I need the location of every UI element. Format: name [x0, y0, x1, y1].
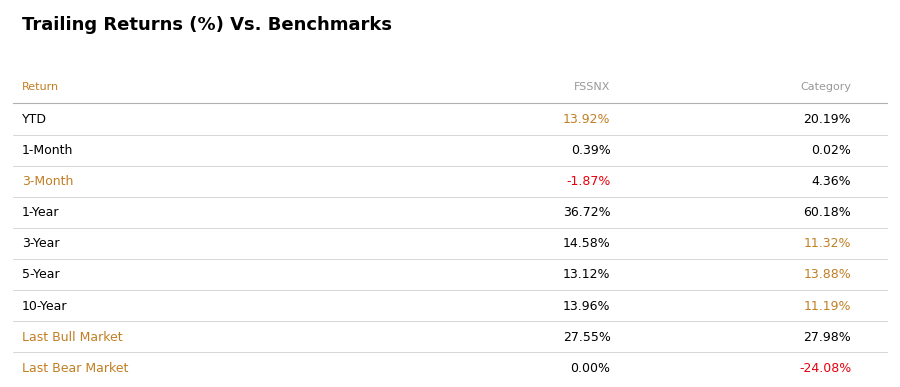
Text: 5-Year: 5-Year: [22, 269, 59, 281]
Text: 0.02%: 0.02%: [812, 144, 851, 157]
Text: 1-Year: 1-Year: [22, 206, 59, 219]
Text: 13.96%: 13.96%: [563, 300, 610, 312]
Text: 27.55%: 27.55%: [562, 330, 610, 344]
Text: Last Bull Market: Last Bull Market: [22, 330, 122, 344]
Text: YTD: YTD: [22, 113, 47, 126]
Text: Trailing Returns (%) Vs. Benchmarks: Trailing Returns (%) Vs. Benchmarks: [22, 15, 392, 34]
Text: FSSNX: FSSNX: [574, 82, 610, 92]
Text: Category: Category: [800, 82, 851, 92]
Text: 60.18%: 60.18%: [804, 206, 851, 219]
Text: 27.98%: 27.98%: [804, 330, 851, 344]
Text: -1.87%: -1.87%: [566, 175, 610, 188]
Text: 13.88%: 13.88%: [804, 269, 851, 281]
Text: 0.39%: 0.39%: [571, 144, 610, 157]
Text: 13.12%: 13.12%: [563, 269, 610, 281]
Text: 13.92%: 13.92%: [563, 113, 610, 126]
Text: 1-Month: 1-Month: [22, 144, 74, 157]
Text: 10-Year: 10-Year: [22, 300, 68, 312]
Text: 36.72%: 36.72%: [562, 206, 610, 219]
Text: Last Bear Market: Last Bear Market: [22, 361, 129, 375]
Text: 4.36%: 4.36%: [812, 175, 851, 188]
Text: 11.19%: 11.19%: [804, 300, 851, 312]
Text: 3-Month: 3-Month: [22, 175, 74, 188]
Text: 20.19%: 20.19%: [804, 113, 851, 126]
Text: Return: Return: [22, 82, 59, 92]
Text: -24.08%: -24.08%: [799, 361, 851, 375]
Text: 3-Year: 3-Year: [22, 237, 59, 250]
Text: 14.58%: 14.58%: [562, 237, 610, 250]
Text: 11.32%: 11.32%: [804, 237, 851, 250]
Text: 0.00%: 0.00%: [571, 361, 610, 375]
